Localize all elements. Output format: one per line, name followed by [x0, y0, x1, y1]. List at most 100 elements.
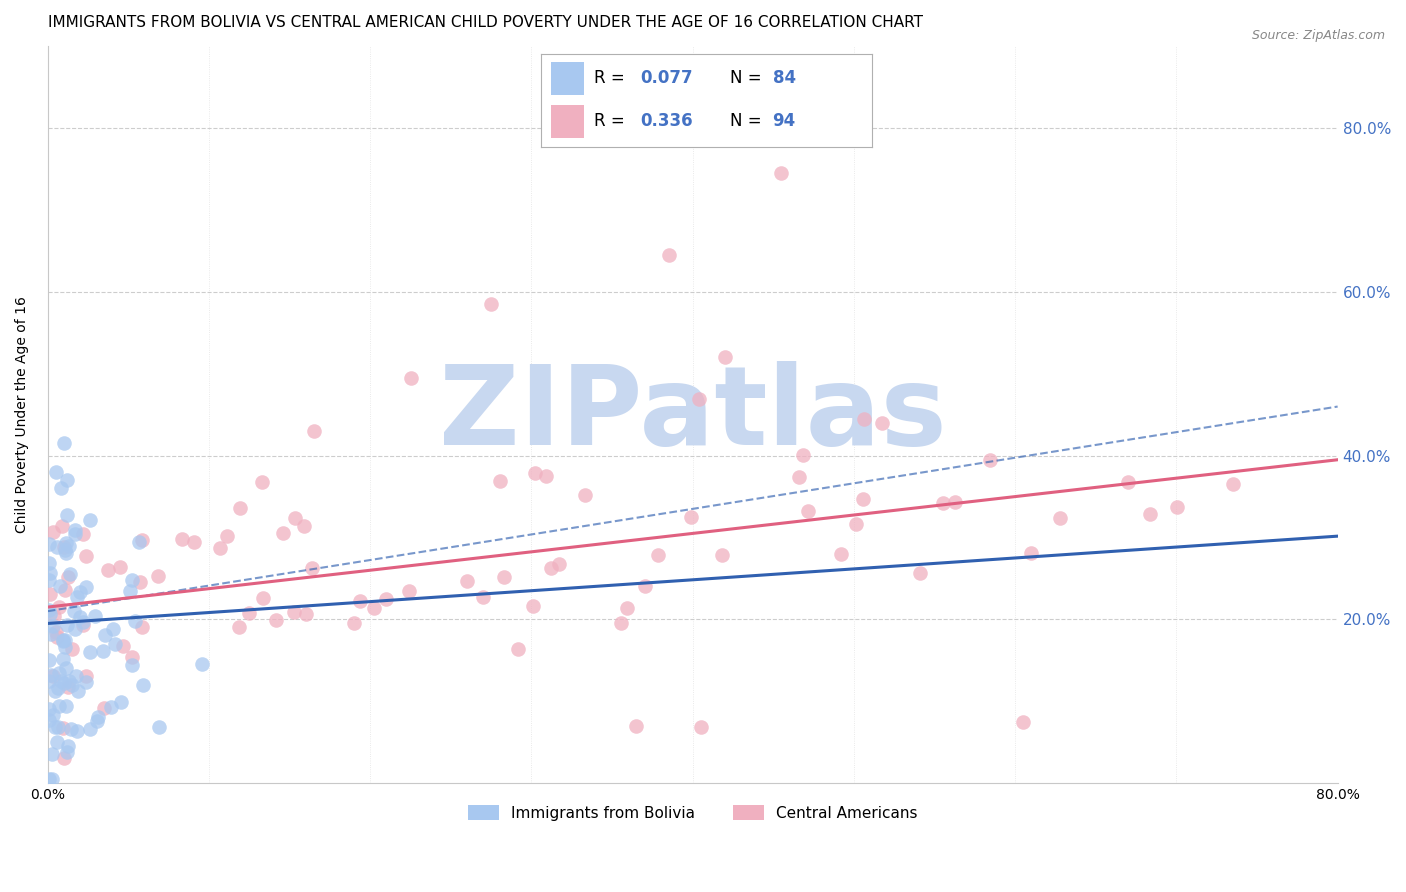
Point: [94, 627, 117, 641]
Point: [1019, 546, 1042, 560]
Point: [63, 623, 86, 637]
Point: [284, 510, 307, 524]
Point: [110, 695, 132, 709]
Point: [44, 684, 66, 698]
Point: [52, 632, 75, 647]
Point: [479, 297, 502, 311]
Point: [508, 642, 530, 657]
Point: [42, 619, 65, 633]
Point: [657, 248, 679, 262]
Point: [53, 583, 76, 598]
Text: 84: 84: [773, 69, 796, 87]
Point: [294, 607, 316, 622]
Point: [540, 561, 562, 575]
Point: [398, 583, 420, 598]
Point: [121, 573, 143, 587]
Point: [55, 508, 77, 523]
Point: [46, 720, 69, 734]
Point: [710, 549, 733, 563]
Point: [131, 533, 153, 547]
Point: [75, 580, 97, 594]
Point: [41, 772, 63, 786]
Point: [908, 566, 931, 580]
Point: [41, 669, 63, 683]
Point: [48, 699, 70, 714]
Point: [60, 678, 83, 692]
Point: [536, 469, 558, 483]
Y-axis label: Child Poverty Under the Age of 16: Child Poverty Under the Age of 16: [15, 296, 30, 533]
Point: [215, 529, 238, 543]
Point: [72, 615, 94, 630]
Point: [48, 666, 70, 681]
Point: [208, 541, 231, 556]
Text: IMMIGRANTS FROM BOLIVIA VS CENTRAL AMERICAN CHILD POVERTY UNDER THE AGE OF 16 CO: IMMIGRANTS FROM BOLIVIA VS CENTRAL AMERI…: [48, 15, 922, 30]
Point: [228, 620, 250, 634]
Text: 0.077: 0.077: [641, 69, 693, 87]
Point: [148, 720, 170, 734]
Point: [124, 615, 146, 629]
Point: [38, 537, 60, 551]
Point: [38, 653, 60, 667]
Point: [66, 590, 89, 604]
Point: [38, 702, 60, 716]
Point: [93, 644, 115, 658]
Point: [146, 568, 169, 582]
Point: [172, 532, 194, 546]
Point: [792, 448, 814, 462]
Point: [52, 436, 75, 450]
Point: [870, 416, 893, 430]
Point: [38, 603, 60, 617]
Point: [104, 636, 127, 650]
Point: [97, 563, 120, 577]
Point: [51, 519, 73, 533]
Point: [616, 600, 638, 615]
Point: [46, 735, 69, 749]
Point: [121, 650, 143, 665]
Point: [84, 608, 107, 623]
Point: [548, 557, 571, 571]
Point: [55, 661, 77, 675]
Point: [945, 495, 967, 509]
Point: [41, 627, 63, 641]
Point: [39, 566, 62, 581]
Point: [48, 599, 70, 614]
Point: [41, 747, 63, 761]
Point: [63, 526, 86, 541]
Point: [38, 574, 60, 588]
Legend: Immigrants from Bolivia, Central Americans: Immigrants from Bolivia, Central America…: [463, 799, 924, 827]
Point: [75, 668, 97, 682]
Point: [522, 599, 544, 613]
Point: [363, 601, 385, 615]
Point: [39, 668, 62, 682]
Point: [79, 513, 101, 527]
Point: [75, 549, 97, 563]
Point: [979, 453, 1001, 467]
Point: [65, 669, 87, 683]
Point: [494, 570, 516, 584]
Point: [374, 591, 396, 606]
Point: [845, 516, 868, 531]
Point: [60, 642, 83, 657]
Point: [932, 496, 955, 510]
Point: [343, 616, 366, 631]
Point: [292, 519, 315, 533]
Point: [46, 630, 69, 644]
Point: [301, 560, 323, 574]
Point: [456, 574, 478, 588]
Point: [58, 739, 80, 753]
Point: [52, 651, 75, 665]
Point: [250, 475, 273, 489]
Point: [44, 720, 66, 734]
Point: [647, 549, 669, 563]
Point: [852, 412, 875, 426]
Point: [86, 714, 108, 728]
Point: [183, 535, 205, 549]
Point: [63, 524, 86, 538]
Point: [38, 674, 60, 689]
Point: [42, 708, 65, 723]
Point: [1049, 511, 1071, 525]
Point: [770, 166, 793, 180]
Point: [38, 772, 60, 786]
Point: [349, 594, 371, 608]
Point: [797, 504, 820, 518]
